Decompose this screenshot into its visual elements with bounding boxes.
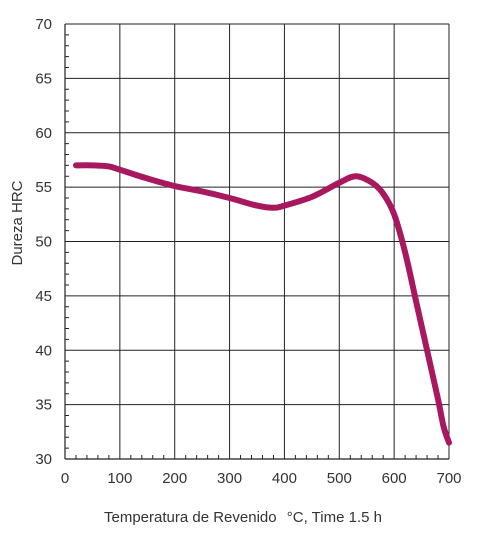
y-tick-label: 70 xyxy=(35,16,52,33)
y-tick-label: 65 xyxy=(35,70,52,87)
x-axis-title-unit: °C, Time 1.5 h xyxy=(287,509,382,526)
y-tick-label: 30 xyxy=(35,451,52,468)
x-axis-title: Temperatura de Revenido °C, Time 1.5 h xyxy=(104,509,382,526)
y-tick-label: 35 xyxy=(35,397,52,414)
x-tick-label: 500 xyxy=(327,470,352,487)
y-tick-label: 50 xyxy=(35,234,52,251)
series xyxy=(72,162,452,446)
axes xyxy=(64,24,449,460)
y-tick-label: 60 xyxy=(35,125,52,142)
x-tick-label: 700 xyxy=(436,470,461,487)
y-tick-label: 55 xyxy=(35,179,52,196)
x-tick-label: 100 xyxy=(107,470,132,487)
x-tick-label: 0 xyxy=(61,470,69,487)
x-tick-label: 300 xyxy=(217,470,242,487)
y-tick-label: 40 xyxy=(35,342,52,359)
series-line xyxy=(72,162,452,446)
x-axis-title-main: Temperatura de Revenido xyxy=(104,509,277,526)
x-tick-label: 400 xyxy=(272,470,297,487)
y-axis-title: Dureza HRC xyxy=(9,180,26,265)
x-tick-label: 600 xyxy=(382,470,407,487)
tick-labels: 0 100 200 300 400 500 600 700 30 35 40 45 50 55 60 65 70 xyxy=(35,16,461,487)
y-tick-label: 45 xyxy=(35,288,52,305)
x-tick-label: 200 xyxy=(162,470,187,487)
grid xyxy=(65,23,450,459)
